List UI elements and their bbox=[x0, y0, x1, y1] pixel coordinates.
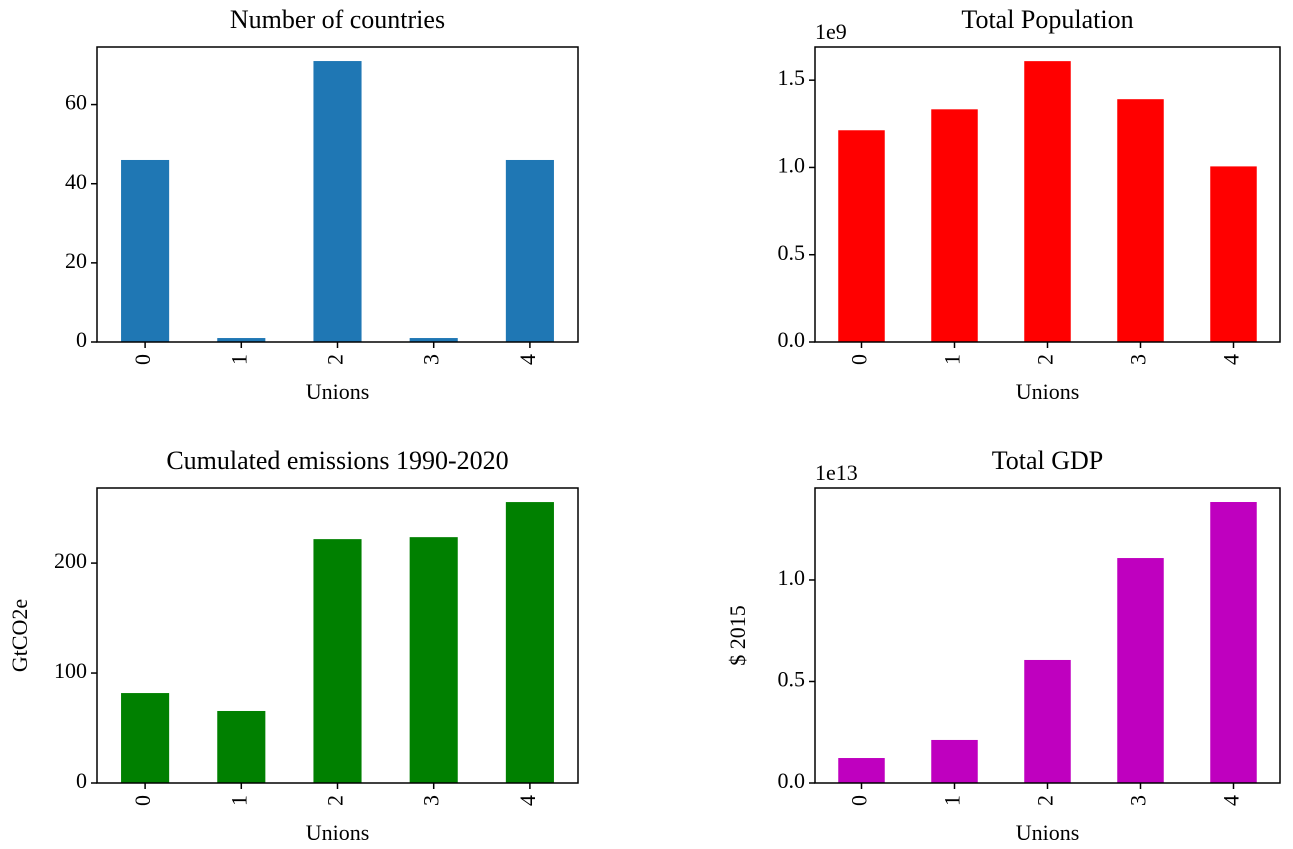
bar bbox=[1024, 659, 1071, 783]
y-tick-label: 0.0 bbox=[778, 768, 806, 793]
bar bbox=[1024, 61, 1071, 343]
bar bbox=[505, 502, 554, 783]
x-tick-label: 2 bbox=[1033, 795, 1058, 806]
y-tick-label: 0.0 bbox=[778, 327, 806, 352]
x-axis-label: Unions bbox=[1016, 379, 1080, 404]
chart-title: Total GDP bbox=[992, 446, 1104, 475]
axes-frame bbox=[96, 46, 579, 343]
y-axis-label: GtCO2e bbox=[7, 599, 32, 672]
y-tick-label: 20 bbox=[65, 248, 87, 273]
bar bbox=[931, 739, 978, 783]
x-axis-label: Unions bbox=[1016, 820, 1080, 845]
y-tick-label: 200 bbox=[54, 548, 87, 573]
x-axis-label: Unions bbox=[306, 820, 370, 845]
x-tick-label: 3 bbox=[1126, 795, 1151, 806]
chart-title: Total Population bbox=[961, 5, 1133, 34]
x-tick-label: 2 bbox=[1033, 354, 1058, 365]
x-tick-label: 3 bbox=[419, 354, 444, 365]
bar bbox=[409, 338, 458, 342]
bar bbox=[1117, 558, 1164, 783]
y-tick-label: 1.0 bbox=[778, 152, 806, 177]
x-tick-label: 1 bbox=[226, 354, 251, 365]
bar bbox=[1117, 99, 1164, 342]
x-tick-label: 4 bbox=[515, 354, 540, 365]
bar bbox=[1210, 502, 1257, 783]
bar bbox=[838, 130, 885, 342]
x-tick-label: 0 bbox=[847, 354, 872, 365]
bar bbox=[217, 338, 266, 342]
bar bbox=[931, 109, 978, 343]
x-tick-label: 3 bbox=[1126, 354, 1151, 365]
axes-frame bbox=[814, 46, 1281, 343]
bar bbox=[313, 61, 362, 343]
y-tick-label: 1.5 bbox=[778, 65, 806, 90]
x-tick-label: 4 bbox=[1219, 354, 1244, 365]
x-tick-label: 4 bbox=[1219, 795, 1244, 806]
x-tick-label: 0 bbox=[847, 795, 872, 806]
y-tick-label: 0.5 bbox=[778, 667, 806, 692]
x-tick-label: 1 bbox=[226, 795, 251, 806]
bar bbox=[313, 539, 362, 783]
y-tick-label: 1.0 bbox=[778, 565, 806, 590]
bar bbox=[217, 710, 266, 783]
x-tick-label: 1 bbox=[940, 795, 965, 806]
offset-text: 1e9 bbox=[815, 19, 847, 44]
x-tick-label: 0 bbox=[130, 354, 155, 365]
x-axis-label: Unions bbox=[306, 379, 370, 404]
bar bbox=[838, 758, 885, 783]
bar bbox=[505, 159, 554, 342]
bar bbox=[121, 159, 170, 342]
bar bbox=[409, 537, 458, 783]
bar bbox=[1210, 166, 1257, 342]
chart-title: Number of countries bbox=[230, 5, 445, 34]
x-tick-label: 2 bbox=[323, 354, 348, 365]
x-tick-label: 1 bbox=[940, 354, 965, 365]
y-tick-label: 100 bbox=[54, 658, 87, 683]
axes-frame bbox=[96, 487, 579, 784]
offset-text: 1e13 bbox=[815, 460, 858, 485]
bar bbox=[121, 693, 170, 783]
x-tick-label: 4 bbox=[515, 795, 540, 806]
y-tick-label: 40 bbox=[65, 169, 87, 194]
y-axis-label: $ 2015 bbox=[725, 605, 750, 666]
y-tick-label: 0.5 bbox=[778, 240, 806, 265]
x-tick-label: 2 bbox=[323, 795, 348, 806]
x-tick-label: 0 bbox=[130, 795, 155, 806]
x-tick-label: 3 bbox=[419, 795, 444, 806]
chart-title: Cumulated emissions 1990-2020 bbox=[166, 446, 508, 475]
y-tick-label: 0 bbox=[76, 327, 87, 352]
y-tick-label: 0 bbox=[76, 768, 87, 793]
axes-frame bbox=[814, 487, 1281, 784]
y-tick-label: 60 bbox=[65, 90, 87, 115]
